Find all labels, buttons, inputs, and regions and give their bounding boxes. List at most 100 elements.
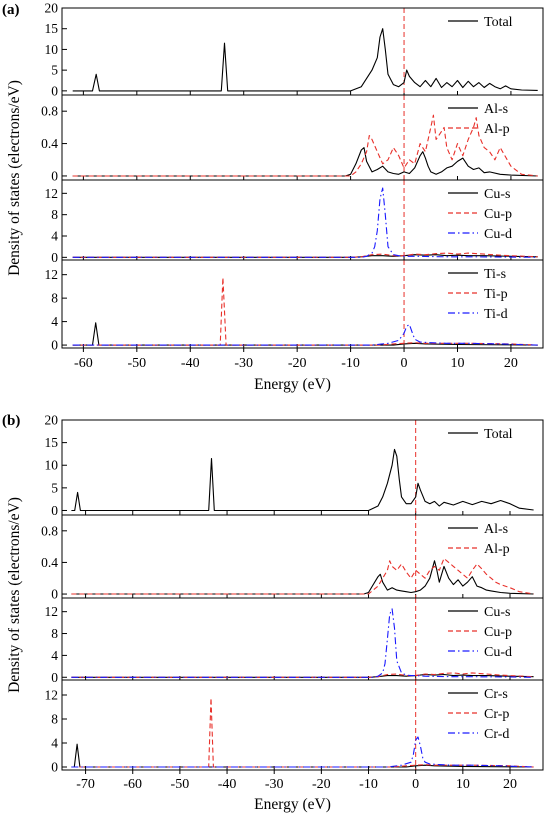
x-tick-label: -10 [341,356,360,371]
y-tick-label: 12 [45,186,59,201]
chart-1: (b) 0 5 10 15 20 Total 0 0.4 0.8 Al-s Al-p 0 4 8 12 Cu-s… [2,413,544,813]
y-tick-label: 4 [51,648,58,663]
series-cr-s-line [71,743,534,768]
series-cu-d-line [72,187,538,258]
x-tick-label: 10 [456,777,470,792]
series-al-p-line [71,557,534,595]
subplot-0: 0 5 10 15 20 Total [45,1,544,98]
series-al-p-line [72,114,538,177]
x-tick-label: -60 [123,777,142,792]
x-tick-label: 20 [503,777,517,792]
legend-label: Total [484,427,513,442]
y-tick-label: 4 [51,736,58,751]
y-tick-label: 8 [51,207,58,222]
series-ti-p-line [72,277,538,346]
subplot-0: 0 5 10 15 20 Total [45,413,544,518]
subplot-1: 0 0.4 0.8 Al-s Al-p [41,514,544,602]
series-al-s-line [71,560,534,595]
subplot-frame [61,179,544,261]
y-tick-label: 0 [51,338,58,353]
y-tick-label: 15 [45,435,59,450]
y-tick-label: 0.8 [41,104,58,119]
series-ti-d-line [72,323,538,346]
panel-label: (a) [2,2,20,18]
y-tick-label: 0 [51,250,58,265]
y-tick-label: 4 [51,314,58,329]
y-tick-label: 0 [51,587,58,602]
legend-label: Cu-s [484,605,510,620]
y-axis-label: Density of states (electrons/eV) [6,80,23,276]
subplot-frame [61,679,544,771]
series-group [72,277,538,346]
legend-label: Cr-s [484,687,508,702]
y-tick-label: 20 [45,413,59,428]
x-tick-label: -20 [288,356,307,371]
y-tick-label: 0.4 [41,555,58,570]
legend-label: Ti-d [484,307,508,322]
legend-label: Al-s [484,522,508,537]
series-group [71,557,534,595]
legend-label: Cr-p [484,707,509,722]
series-total-line [72,28,538,92]
series-ti-s-line [72,322,538,346]
series-group [72,28,538,92]
x-tick-label: -70 [76,777,95,792]
y-tick-label: 5 [51,63,58,78]
series-total-line [71,448,534,512]
subplot-1: 0 0.4 0.8 Al-s Al-p [41,94,544,183]
subplot-2: 0 4 8 12 Cu-s Cu-p Cu-d [45,597,544,685]
x-axis-label: Energy (eV) [254,376,331,393]
panel-label: (b) [2,413,20,429]
series-al-s-line [72,147,538,177]
x-tick-label: -10 [359,777,378,792]
subplot-3: 0 4 8 12 Ti-s Ti-p Ti-d [45,259,544,353]
subplot-2: 0 4 8 12 Cu-s Cu-p Cu-d [45,179,544,265]
y-tick-label: 5 [51,480,58,495]
x-tick-label: 0 [412,777,419,792]
y-axis-label: Density of states (electrons/eV) [6,497,23,693]
series-cu-p-line [72,252,538,258]
y-tick-label: 0 [51,760,58,775]
subplot-frame [61,259,544,349]
x-axis-label: Energy (eV) [254,796,331,813]
legend-label: Ti-s [484,267,506,282]
y-tick-label: 8 [51,712,58,727]
y-tick-label: 15 [45,21,59,36]
legend-label: Cr-d [484,727,509,742]
series-group [72,114,538,177]
series-cu-d-line [71,608,534,678]
y-tick-label: 10 [45,458,59,473]
legend-label: Ti-p [484,287,508,302]
y-tick-label: 0 [51,168,58,183]
x-tick-label: -30 [265,777,284,792]
legend-label: Al-p [484,122,510,137]
y-tick-label: 0 [51,83,58,98]
series-group [71,608,534,678]
series-cr-d-line [71,736,534,768]
x-tick-label: -60 [74,356,93,371]
legend-label: Al-s [484,102,508,117]
legend-label: Cu-d [484,645,512,660]
series-group [72,187,538,258]
y-tick-label: 8 [51,626,58,641]
legend-label: Cu-p [484,625,512,640]
y-tick-label: 4 [51,229,58,244]
series-group [71,697,534,768]
x-tick-label: -40 [181,356,200,371]
series-cu-p-line [71,672,534,678]
subplot-3: 0 4 8 12 Cr-s Cr-p Cr-d [45,679,544,775]
legend-label: Al-p [484,542,510,557]
x-tick-label: 0 [401,356,408,371]
legend-label: Cu-d [484,227,512,242]
y-tick-label: 8 [51,291,58,306]
x-tick-label: -40 [218,777,237,792]
y-tick-label: 12 [45,688,59,703]
chart-0: (a) 0 5 10 15 20 Total 0 0.4 0.8 Al-s Al-p 0 4 8 12 Cu-s… [2,1,544,393]
x-tick-label: -30 [234,356,253,371]
y-tick-label: 0.8 [41,523,58,538]
x-tick-label: 20 [504,356,518,371]
x-tick-label: -20 [312,777,331,792]
series-group [71,448,534,512]
y-tick-label: 0 [51,670,58,685]
